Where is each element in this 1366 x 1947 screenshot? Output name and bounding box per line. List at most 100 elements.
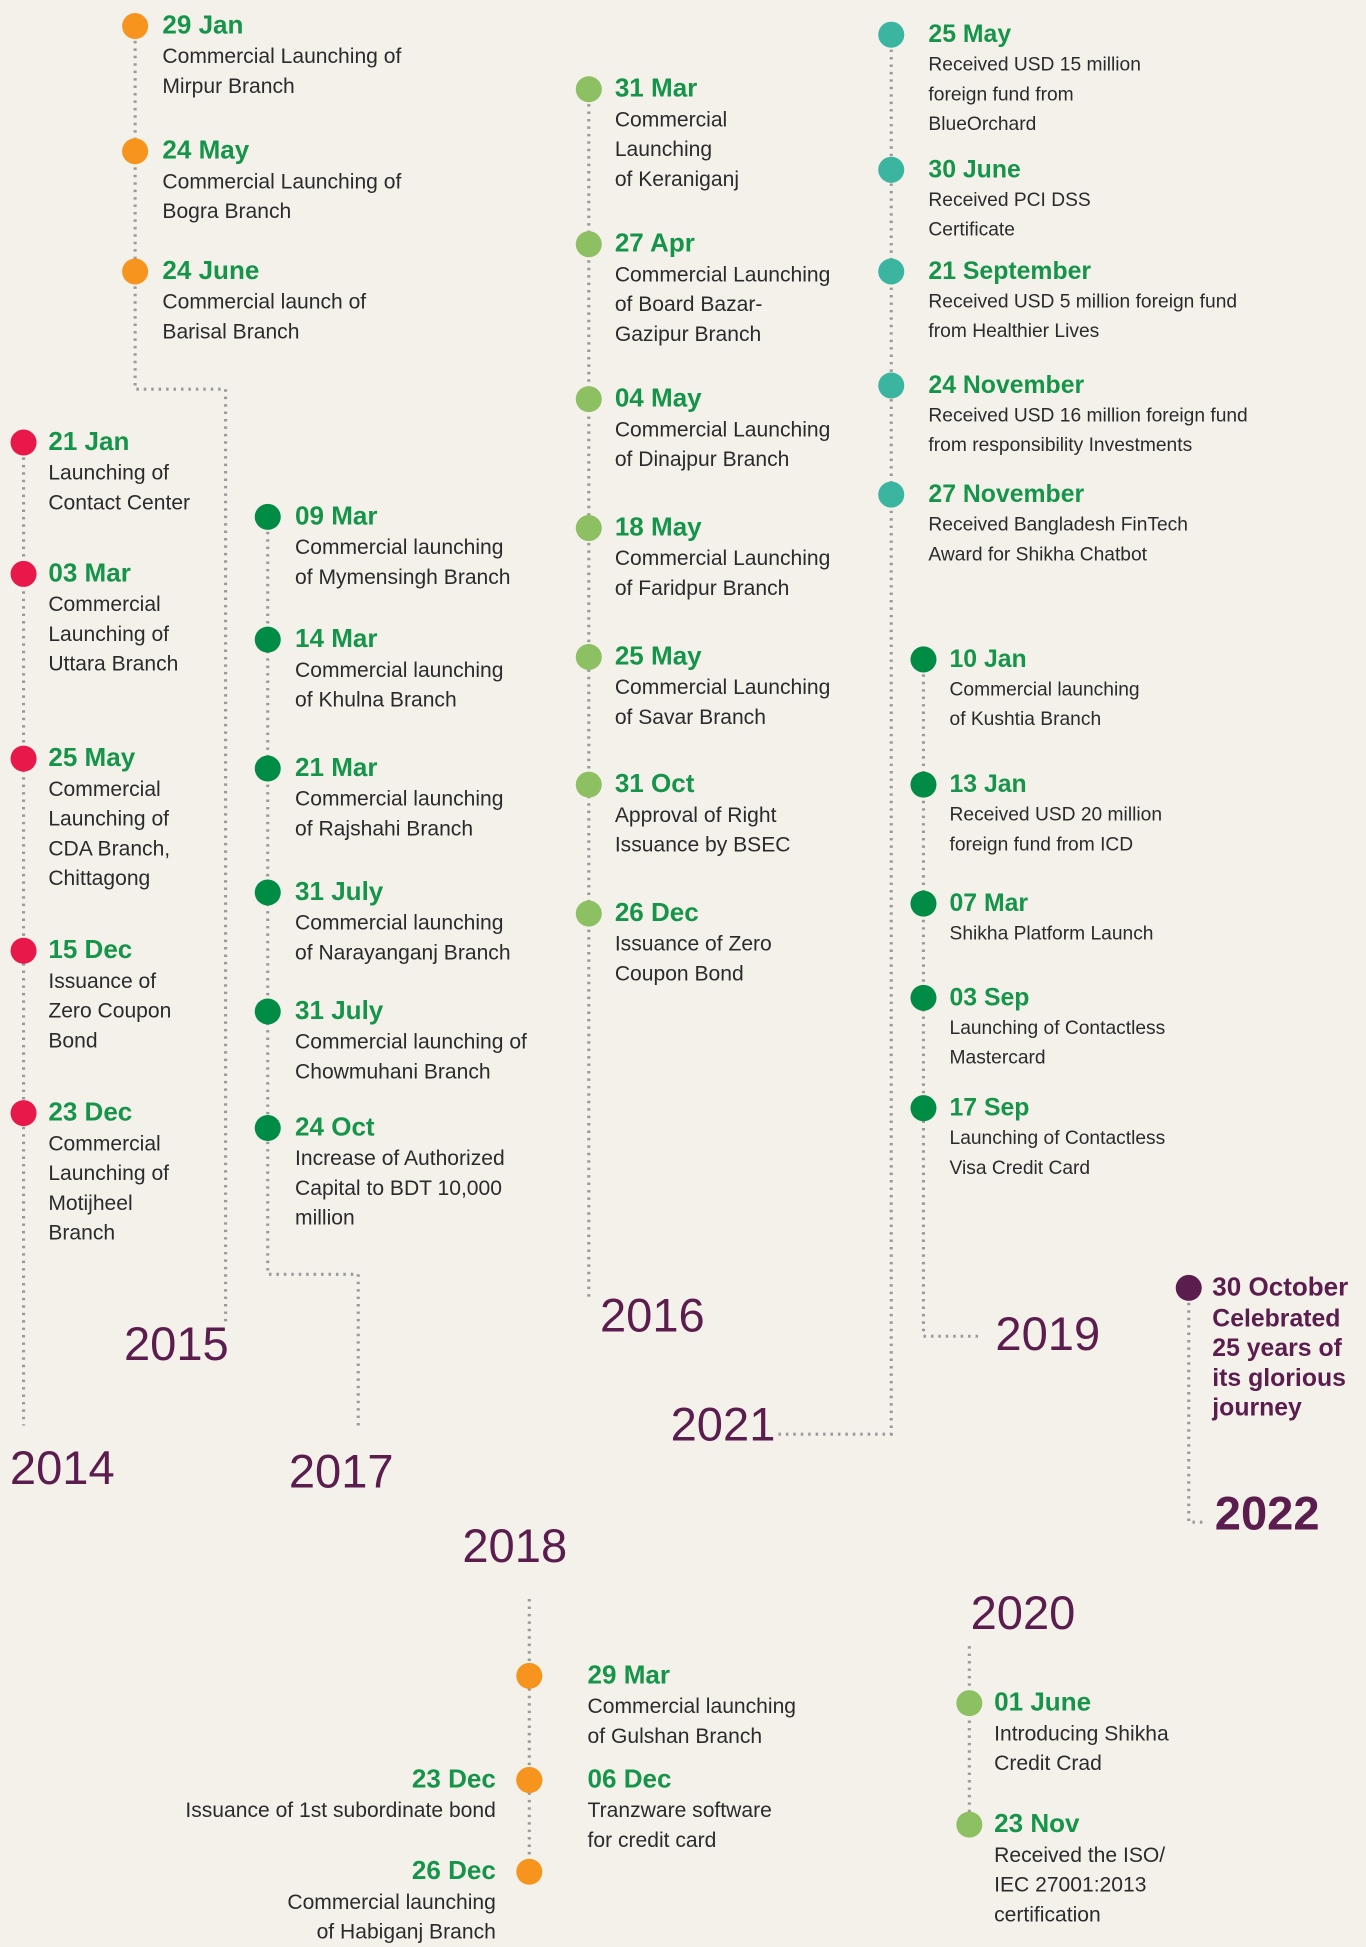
event: 07 Mar Shikha Platform Launch [950, 888, 1154, 950]
event-text: Launching of [48, 806, 170, 831]
event-text: Issuance of [48, 969, 157, 993]
event: 29 Mar Commercial launching of Gulshan Bra… [588, 1660, 796, 1752]
event-text: Approval of Right [614, 803, 777, 827]
event-text: Commercial launching [295, 658, 504, 682]
event-date: 07 Mar [949, 890, 1029, 918]
event-date: 03 Sep [949, 984, 1030, 1012]
event-text: IEC 27001:2013 [994, 1872, 1147, 1897]
event-text: million [295, 1206, 355, 1230]
event-text: Gazipur Branch [614, 322, 762, 346]
event-text: of Kushtia Branch [949, 709, 1102, 731]
event-text: Received USD 15 million [928, 54, 1141, 76]
event: 27 November Received Bangladesh FinTech Aw… [928, 478, 1188, 570]
event-date: 21 Mar [295, 753, 378, 783]
event: 03 Sep Launching of Contactless Mastercard [950, 982, 1166, 1074]
year-label: 2022 [1214, 1488, 1320, 1541]
event-date: 27 Apr [614, 229, 695, 258]
event-dot [575, 386, 602, 413]
event-text: Launching [614, 137, 713, 162]
event: 10 Jan Commercial launching of Kushtia Bra… [950, 643, 1140, 735]
event-text: Increase of Authorized [295, 1146, 505, 1171]
event-date: 24 June [162, 256, 260, 286]
event-text: of Board Bazar- [614, 292, 763, 317]
connector [1187, 1287, 1205, 1524]
event-text: of Mymensingh Branch [295, 565, 511, 589]
event: 09 Mar Commercial launching of Mymensingh … [295, 501, 511, 593]
event: 24 November Received USD 16 million forei… [928, 369, 1247, 461]
event-dot [878, 258, 905, 285]
event-date: 26 Dec [614, 898, 699, 928]
event-text: Commercial launch of [162, 290, 367, 314]
event-date: 18 May [614, 513, 702, 542]
event: 04 May Commercial Launching of Dinajpur Br… [615, 383, 831, 475]
event-text: for credit card [587, 1828, 717, 1852]
event-dot [10, 937, 37, 964]
event: 14 Mar Commercial launching of Khulna Bran… [295, 623, 503, 715]
event: 26 Dec Issuance of Zero Coupon Bond [615, 897, 772, 989]
year-label: 2015 [123, 1318, 229, 1371]
event: 25 May Commercial Launching of Savar Branc… [615, 641, 831, 733]
event-dot [575, 771, 602, 798]
event: 13 Jan Received USD 20 million foreign fun… [950, 769, 1163, 861]
event-text: Received USD 5 million foreign fund [928, 291, 1238, 313]
event: 31 Mar Commercial Launching of Keraniganj [615, 73, 739, 194]
event: 23 Dec Commercial Launching of Motijheel Bra… [48, 1097, 169, 1248]
event: 17 Sep Launching of Contactless Visa Credi… [950, 1092, 1166, 1184]
event-dot [575, 231, 602, 258]
event-text: Received Bangladesh FinTech [928, 514, 1188, 536]
event-text: Chittagong [48, 866, 151, 891]
event-text: from responsibility Investments [928, 435, 1193, 457]
event-text: Certificate [928, 219, 1015, 241]
event-text: Commercial Launching of [162, 44, 402, 69]
event-text: Bogra Branch [162, 199, 292, 224]
event-text: from Healthier Lives [928, 321, 1100, 343]
event-dot [516, 1858, 543, 1885]
event: 23 Dec Issuance of 1st subordinate bond [185, 1764, 495, 1826]
event-dot [254, 879, 281, 906]
event: 31 July Commercial launching of Chowmuhani… [295, 995, 527, 1087]
event-date: 31 Mar [614, 74, 698, 103]
event: 03 Mar Commercial Launching of Uttara Branc… [48, 558, 178, 679]
event-dot [254, 1114, 281, 1142]
event: 30 October Celebrated 25 years of its glori… [1212, 1272, 1348, 1423]
event: 01 June Introducing Shikha Credit Crad [994, 1687, 1169, 1779]
year-label: 2020 [970, 1587, 1076, 1640]
event: 24 Oct Increase of Authorized Capital to B… [295, 1112, 505, 1233]
event-dot [10, 429, 37, 456]
event-date: 25 May [48, 743, 136, 773]
event-date: 26 Dec [411, 1856, 496, 1886]
event-text: Zero Coupon [48, 999, 172, 1023]
event-text: Commercial launching [587, 1694, 797, 1719]
event-text: of Gulshan Branch [587, 1724, 763, 1748]
event-date: 31 Oct [614, 769, 695, 799]
event: 25 May Commercial Launching of CDA Branch, C… [48, 742, 170, 893]
event-dot [122, 258, 149, 285]
event-text: Issuance by BSEC [614, 832, 791, 857]
event-dot [254, 626, 281, 653]
connector [778, 34, 893, 1436]
event: 23 Nov Received the ISO/IEC 27001:2013 cer… [994, 1809, 1165, 1930]
event-text: Tranzware software [587, 1798, 772, 1823]
event-dot [122, 138, 149, 165]
event-date: 31 July [295, 996, 384, 1026]
event-text: Commercial Launching [614, 262, 831, 287]
event-date: 31 July [295, 877, 384, 907]
event-text: Barisal Branch [162, 319, 300, 344]
event-text: Capital to BDT 10,000 [295, 1176, 502, 1200]
event: 21 Jan Launching of Contact Center [48, 426, 190, 518]
event-text: Contact Center [48, 490, 191, 515]
event-date: 27 November [928, 480, 1085, 509]
event-dot [575, 643, 602, 670]
event-dot [575, 76, 602, 103]
event: 24 May Commercial Launching of Bogra Branc… [162, 135, 401, 227]
year-label: 2018 [462, 1520, 568, 1574]
event-dot [910, 984, 937, 1011]
event-dot [575, 900, 602, 927]
event-text: Commercial Launching of [162, 169, 402, 194]
event-dot [910, 890, 937, 917]
event-date: 13 Jan [949, 771, 1027, 799]
event-dot [878, 481, 905, 508]
event-text: Received USD 16 million foreign fund [928, 405, 1248, 427]
